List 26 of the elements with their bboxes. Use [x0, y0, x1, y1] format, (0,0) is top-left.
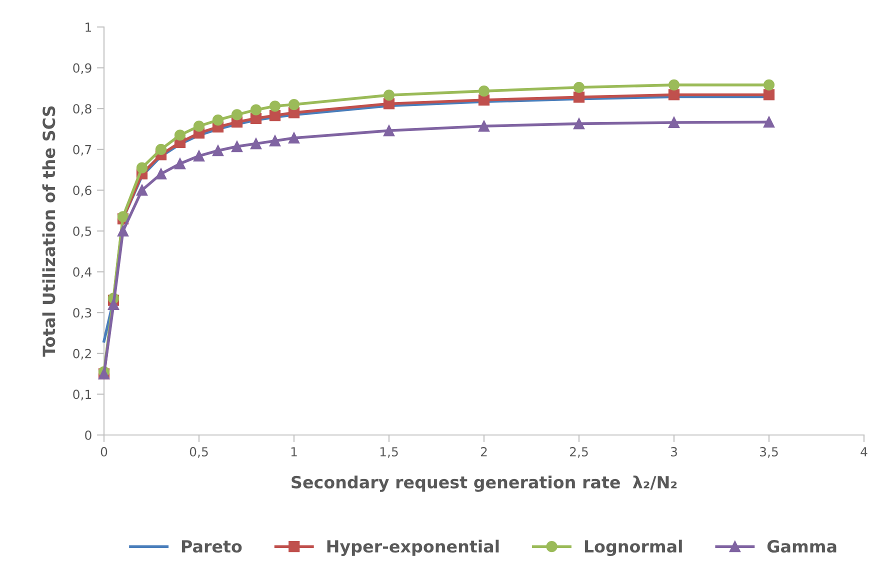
y-tick-label: 0,7 — [73, 144, 92, 156]
legend-label: Hyper-exponential — [327, 540, 499, 556]
legend-label: Gamma — [767, 540, 836, 553]
x-tick-label: 1 — [291, 447, 297, 456]
y-tick-label: 0,1 — [73, 390, 92, 400]
y-tick-label: 0 — [85, 430, 92, 440]
y-tick-label: 0,5 — [73, 226, 92, 238]
x-tick-label: 3,5 — [760, 447, 778, 458]
y-tick-label: 0,4 — [73, 267, 92, 278]
y-tick-label: 0,8 — [73, 104, 92, 115]
y-tick-label: 0,2 — [73, 348, 91, 360]
y-axis-title: Total Utilization of the SCS — [42, 106, 56, 357]
legend-label: Lognormal — [584, 540, 682, 556]
x-tick-label: 0 — [100, 447, 108, 456]
x-tick-label: 2 — [480, 447, 487, 456]
legend-label: Pareto — [182, 540, 242, 553]
x-tick-label: 4 — [860, 447, 868, 456]
x-tick-label: 2,5 — [570, 447, 588, 458]
y-tick-label: 0,9 — [73, 63, 92, 74]
x-axis-title: Secondary request generation rate λ₂/N₂ — [292, 476, 677, 492]
y-tick-label: 0,3 — [73, 308, 92, 319]
x-tick-label: 3 — [670, 447, 677, 456]
x-tick-label: 0,5 — [190, 447, 208, 458]
y-tick-label: 1 — [86, 22, 92, 32]
x-tick-label: 1,5 — [380, 447, 398, 458]
y-tick-label: 0,6 — [73, 186, 92, 196]
